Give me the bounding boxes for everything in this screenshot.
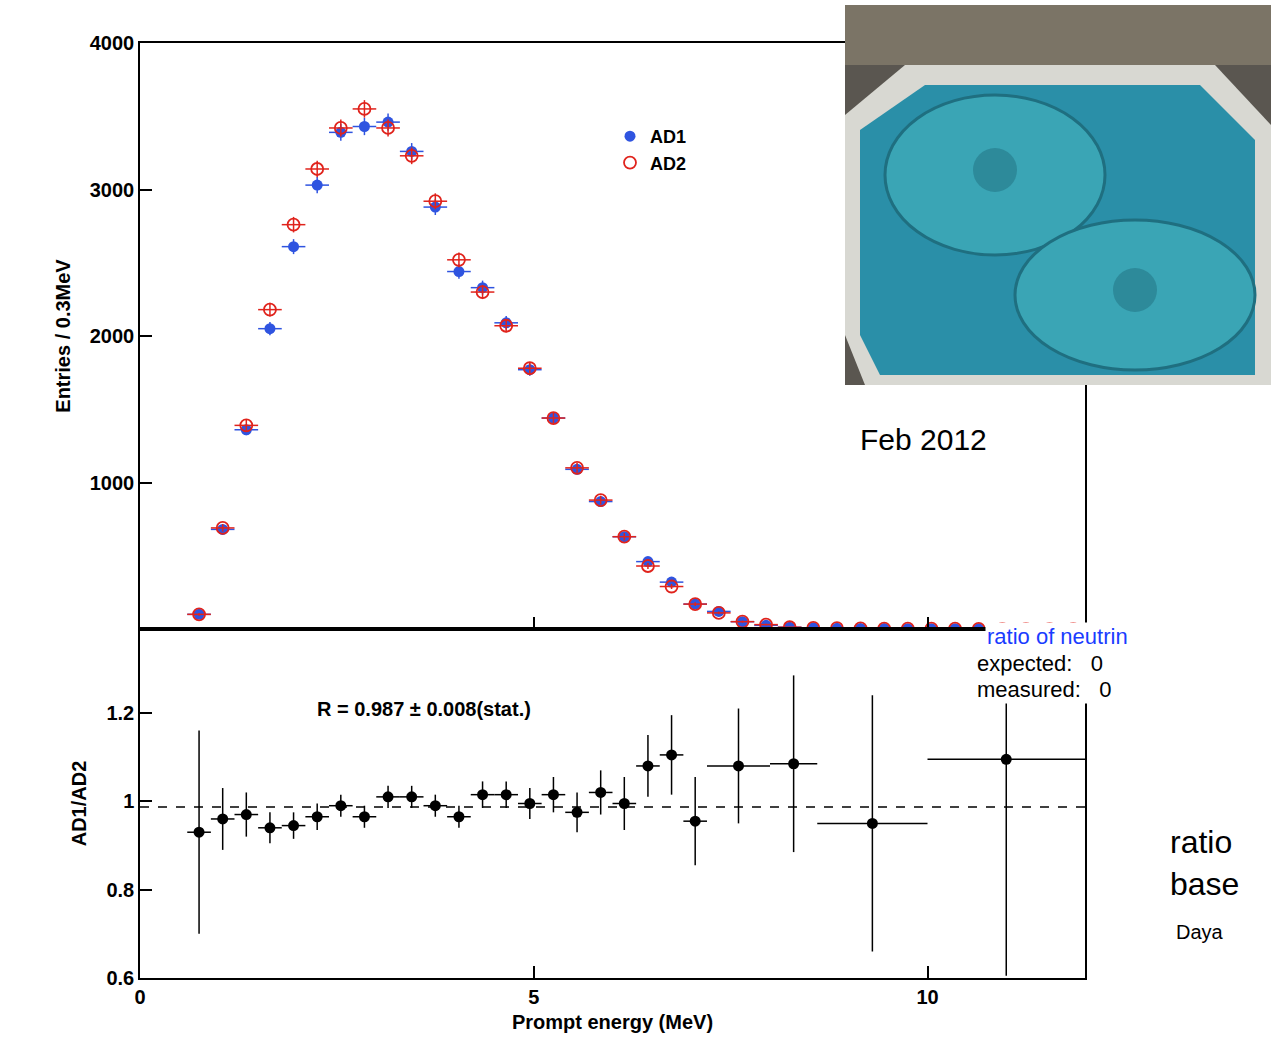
svg-text:AD1: AD1	[650, 127, 686, 147]
svg-text:1000: 1000	[90, 472, 135, 494]
svg-text:AD1/AD2: AD1/AD2	[68, 761, 90, 847]
svg-text:5: 5	[528, 986, 539, 1008]
svg-text:0: 0	[134, 986, 145, 1008]
svg-text:base: base	[1170, 866, 1239, 902]
svg-text:ratio of neutrin: ratio of neutrin	[987, 624, 1128, 649]
svg-text:Feb 2012: Feb 2012	[860, 423, 987, 456]
svg-text:0.6: 0.6	[106, 967, 134, 989]
svg-text:1.2: 1.2	[106, 702, 134, 724]
svg-text:2000: 2000	[90, 325, 135, 347]
svg-text:measured: 0: measured: 0	[977, 677, 1112, 702]
svg-text:0.8: 0.8	[106, 879, 134, 901]
svg-text:3000: 3000	[90, 179, 135, 201]
svg-text:expected: 0: expected: 0	[977, 651, 1103, 676]
svg-text:Daya: Daya	[1176, 921, 1224, 943]
svg-text:10: 10	[916, 986, 938, 1008]
svg-text:R = 0.987 ± 0.008(stat.): R = 0.987 ± 0.008(stat.)	[317, 698, 531, 720]
svg-text:AD2: AD2	[650, 154, 686, 174]
svg-text:Prompt energy (MeV): Prompt energy (MeV)	[512, 1011, 713, 1033]
svg-text:1: 1	[123, 790, 134, 812]
svg-text:ratio: ratio	[1170, 824, 1232, 860]
svg-text:Entries / 0.3MeV: Entries / 0.3MeV	[52, 259, 74, 413]
svg-text:4000: 4000	[90, 32, 135, 54]
